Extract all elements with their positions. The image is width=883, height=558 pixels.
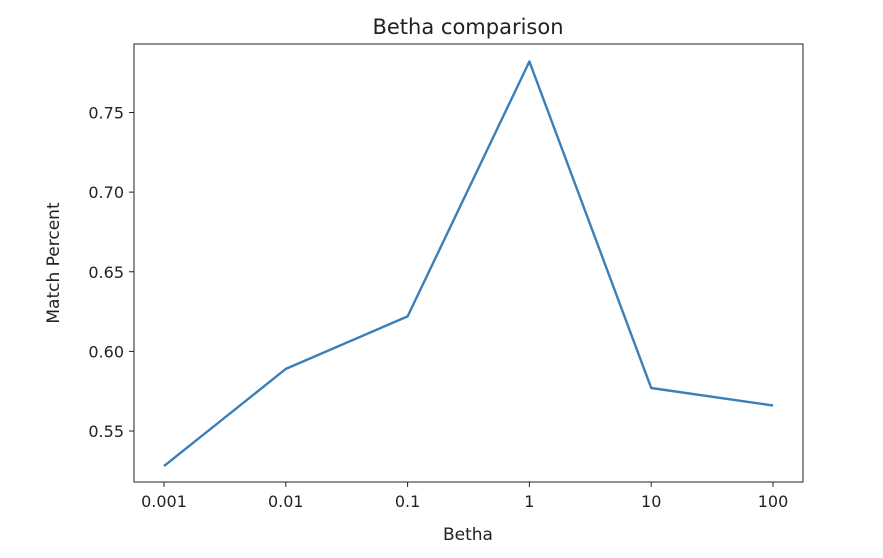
x-tick-label: 100 — [758, 492, 789, 511]
y-tick-label: 0.60 — [88, 342, 124, 361]
x-axis: 0.001 0.01 0.1 1 10 100 — [141, 482, 788, 511]
y-tick-label: 0.55 — [88, 422, 124, 441]
y-tick-label: 0.75 — [88, 103, 124, 122]
x-tick-label: 10 — [641, 492, 661, 511]
x-tick-label: 0.001 — [141, 492, 187, 511]
chart-title: Betha comparison — [372, 15, 563, 39]
x-tick-label: 0.01 — [268, 492, 304, 511]
y-tick-label: 0.65 — [88, 263, 124, 282]
x-axis-label: Betha — [443, 525, 493, 545]
x-tick-label: 0.1 — [395, 492, 420, 511]
plot-area — [133, 43, 804, 483]
series-layer — [163, 60, 774, 468]
y-axis-label: Match Percent — [44, 202, 64, 324]
series-line — [163, 60, 774, 468]
x-tick-label: 1 — [524, 492, 534, 511]
y-tick-label: 0.70 — [88, 183, 124, 202]
y-axis: 0.55 0.60 0.65 0.70 0.75 — [88, 103, 134, 441]
